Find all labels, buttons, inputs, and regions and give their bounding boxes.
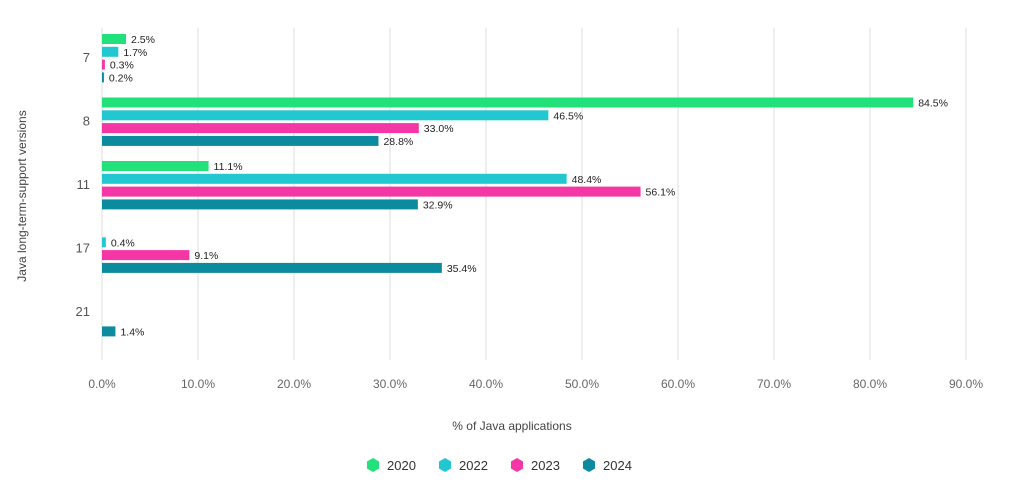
data-label: 0.2%: [109, 72, 133, 84]
bar-2023-v7: [102, 59, 105, 70]
data-labels: 2.5%1.7%0.3%0.2% 84.5% 46.5% 33.0% 28.8% 11.1…: [109, 34, 948, 338]
x-tick-label: 90.0%: [949, 377, 983, 391]
legend-hexagon-icon: [510, 458, 524, 472]
bar-2023-v8: [102, 123, 419, 134]
bars: [102, 34, 914, 337]
y-axis-categories: 7 8 11 17 21: [76, 50, 90, 319]
bar-2022-v7: [102, 46, 119, 57]
bar-2022-v8: [102, 110, 549, 121]
data-label: 11.1%: [214, 161, 243, 173]
x-axis-ticks: 0.0% 10.0% 20.0% 30.0% 40.0% 50.0% 60.0% 70.0% 8…: [88, 377, 983, 391]
category-label: 17: [76, 241, 90, 256]
legend-label: 2023: [531, 458, 560, 473]
y-axis-title: Java long-term-support versions: [15, 110, 29, 281]
bar-2023-v17: [102, 250, 190, 261]
bar-2022-v11: [102, 173, 567, 184]
data-label: 33.0%: [424, 123, 454, 135]
data-label: 1.4%: [120, 326, 144, 338]
data-label: 84.5%: [918, 98, 948, 110]
x-tick-label: 60.0%: [661, 377, 695, 391]
data-label: 46.5%: [553, 110, 583, 122]
bar-2024-v11: [102, 199, 418, 210]
legend-hexagon-icon: [366, 458, 380, 472]
bar-2020-v7: [102, 34, 126, 44]
x-tick-label: 40.0%: [469, 377, 503, 391]
x-tick-label: 80.0%: [853, 377, 887, 391]
bar-2024-v21: [102, 326, 116, 337]
bar-2024-v7: [102, 72, 104, 83]
legend: 2020 2022 2023 2024: [366, 458, 632, 473]
data-label: 56.1%: [646, 187, 676, 199]
data-label: 35.4%: [447, 263, 477, 275]
bar-2024-v8: [102, 135, 379, 146]
legend-hexagon-icon: [582, 458, 596, 472]
category-label: 21: [76, 304, 90, 319]
data-label: 0.4%: [111, 237, 135, 249]
x-axis-title: % of Java applications: [452, 419, 571, 433]
x-tick-label: 10.0%: [181, 377, 215, 391]
data-label: 9.1%: [194, 250, 218, 262]
category-label: 7: [83, 50, 90, 65]
legend-hexagon-icon: [438, 458, 452, 472]
bar-2022-v17: [102, 237, 106, 248]
x-tick-label: 70.0%: [757, 377, 791, 391]
category-label: 8: [83, 114, 90, 129]
bar-2020-v11: [102, 161, 209, 171]
x-tick-label: 30.0%: [373, 377, 407, 391]
bar-2020-v8: [102, 97, 914, 108]
data-label: 2.5%: [131, 34, 155, 46]
x-tick-label: 0.0%: [88, 377, 116, 391]
category-label: 11: [77, 177, 91, 192]
x-tick-label: 20.0%: [277, 377, 311, 391]
bar-2023-v11: [102, 186, 641, 197]
bar-2024-v17: [102, 262, 442, 273]
data-label: 0.3%: [110, 60, 134, 72]
x-tick-label: 50.0%: [565, 377, 599, 391]
legend-label: 2020: [387, 458, 416, 473]
legend-label: 2024: [603, 458, 632, 473]
data-label: 48.4%: [572, 174, 602, 186]
legend-label: 2022: [459, 458, 488, 473]
data-label: 32.9%: [423, 199, 453, 211]
data-label: 28.8%: [383, 136, 413, 148]
data-label: 1.7%: [123, 47, 147, 59]
